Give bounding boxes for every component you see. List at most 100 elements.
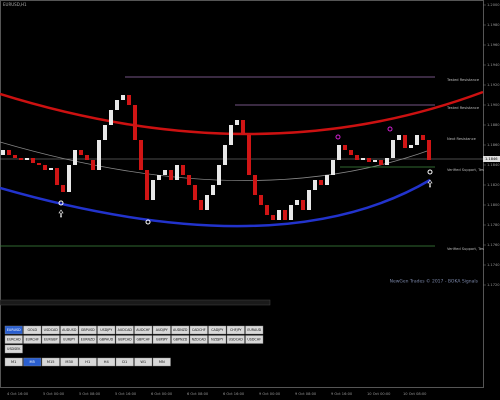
timeframe-label[interactable]: H1	[85, 360, 90, 364]
symbol-label[interactable]: NZDJPY	[211, 338, 224, 342]
symbol-label[interactable]: CHFJPY	[230, 328, 243, 332]
timeframe-label[interactable]: M30	[65, 360, 73, 364]
symbol-button[interactable]	[152, 325, 171, 335]
symbol-label[interactable]: AUDUSD	[62, 328, 77, 332]
candle-body	[427, 140, 431, 160]
symbol-button[interactable]	[4, 344, 23, 354]
candle-body	[331, 160, 335, 175]
symbol-label[interactable]: USDSEK	[7, 347, 21, 351]
level-label: Next Resistance	[447, 137, 477, 141]
symbol-label[interactable]: EURJPY	[63, 338, 76, 342]
symbol-button[interactable]	[97, 325, 116, 335]
symbol-button[interactable]	[189, 335, 208, 344]
y-tick-label: 1.1960	[487, 43, 500, 47]
symbol-button[interactable]	[152, 335, 171, 344]
x-tick-label: 5 Oct 08:00	[79, 392, 101, 396]
symbol-button[interactable]	[41, 325, 60, 335]
candle-body	[85, 155, 89, 160]
symbol-button[interactable]	[60, 335, 79, 344]
symbol-label[interactable]: GBPJPY	[156, 338, 169, 342]
timeframe-button[interactable]	[134, 357, 153, 367]
symbol-button[interactable]	[78, 325, 97, 335]
symbol-label[interactable]: EURGBP	[44, 338, 58, 342]
symbol-label[interactable]: AUDJPY	[156, 328, 169, 332]
symbol-label[interactable]: NZDCAD	[192, 338, 207, 342]
symbol-label[interactable]: AUDNZD	[173, 328, 188, 332]
candle-body	[325, 175, 329, 185]
y-tick-label: 1.2000	[487, 3, 500, 7]
symbol-button[interactable]	[41, 335, 60, 344]
timeframe-label[interactable]: M5	[30, 360, 35, 364]
timeframe-button[interactable]	[23, 357, 42, 367]
symbol-button[interactable]	[226, 325, 245, 335]
symbol-label[interactable]: GBPCHF	[137, 338, 151, 342]
symbol-label[interactable]: GBPCAD	[118, 338, 132, 342]
symbol-button[interactable]	[208, 335, 227, 344]
timeframe-label[interactable]: M15	[47, 360, 55, 364]
timeframe-button[interactable]	[60, 357, 79, 367]
x-tick-label: 9 Oct 08:00	[295, 392, 317, 396]
timeframe-label[interactable]: MN	[159, 360, 165, 364]
symbol-label[interactable]: USDCHF	[247, 338, 261, 342]
level-label: Tested Resistance	[446, 78, 480, 82]
symbol-button[interactable]	[115, 335, 134, 344]
symbol-label[interactable]: EURCHF	[26, 338, 39, 342]
timeframe-button[interactable]	[115, 357, 134, 367]
symbol-label[interactable]: CADJPY	[211, 328, 224, 332]
symbol-button[interactable]	[134, 325, 153, 335]
symbol-label[interactable]: GBPNZD	[173, 338, 188, 342]
timeframe-label[interactable]: D1	[122, 360, 127, 364]
symbol-label[interactable]: GBPAUD	[99, 338, 113, 342]
symbol-button[interactable]	[4, 325, 23, 335]
symbol-label[interactable]: AUDCAD	[118, 328, 133, 332]
symbol-button[interactable]	[78, 335, 97, 344]
candle-body	[307, 190, 311, 210]
symbol-button[interactable]	[171, 335, 190, 344]
signals	[58, 126, 433, 225]
candle-body	[187, 175, 191, 185]
timeframe-label[interactable]: W1	[140, 360, 146, 364]
timeframe-label[interactable]: M1	[11, 360, 16, 364]
timeframe-button[interactable]	[78, 357, 97, 367]
timeframe-button[interactable]	[41, 357, 60, 367]
candle-body	[343, 145, 347, 150]
symbol-label[interactable]: EURNZD	[81, 338, 96, 342]
symbol-button[interactable]	[208, 325, 227, 335]
symbol-button[interactable]	[23, 335, 42, 344]
timeframe-button[interactable]	[152, 357, 171, 367]
symbol-button[interactable]	[23, 325, 42, 335]
candle-body	[61, 185, 65, 192]
symbol-label[interactable]: GOLD	[27, 328, 37, 332]
symbol-button[interactable]	[134, 335, 153, 344]
symbol-label[interactable]: USDCAD	[44, 328, 59, 332]
arrow-up	[58, 209, 64, 218]
level-label: Verified Support, Tes	[447, 247, 484, 251]
candle-body	[355, 155, 359, 160]
symbol-button[interactable]	[189, 325, 208, 335]
timeframe-button[interactable]	[4, 357, 23, 367]
timeframe-label[interactable]: H4	[104, 360, 110, 364]
candle-body	[217, 165, 221, 185]
symbol-button[interactable]	[226, 335, 245, 344]
symbol-button[interactable]	[171, 325, 190, 335]
x-tick-label: 4 Oct 16:00	[7, 392, 29, 396]
symbol-label[interactable]: CADCHF	[192, 328, 206, 332]
symbol-button[interactable]	[4, 335, 23, 344]
y-tick-label: 1.1920	[487, 83, 500, 87]
symbol-button[interactable]	[115, 325, 134, 335]
symbol-label[interactable]: GBPUSD	[81, 328, 95, 332]
symbol-label[interactable]: AUDCHF	[136, 328, 150, 332]
symbol-label[interactable]: USDCAD	[229, 338, 244, 342]
symbol-button[interactable]	[245, 335, 264, 344]
symbol-label[interactable]: USDJPY	[100, 328, 113, 332]
signal	[387, 126, 393, 132]
y-tick-label: 1.1860	[487, 143, 500, 147]
timeframe-button[interactable]	[97, 357, 116, 367]
symbol-button[interactable]	[245, 325, 264, 335]
symbol-button[interactable]	[97, 335, 116, 344]
symbol-label[interactable]: EURAUD	[247, 328, 261, 332]
symbol-label[interactable]: EURUSD	[7, 328, 21, 332]
symbol-label[interactable]: EURCAD	[7, 338, 21, 342]
symbol-button[interactable]	[60, 325, 79, 335]
